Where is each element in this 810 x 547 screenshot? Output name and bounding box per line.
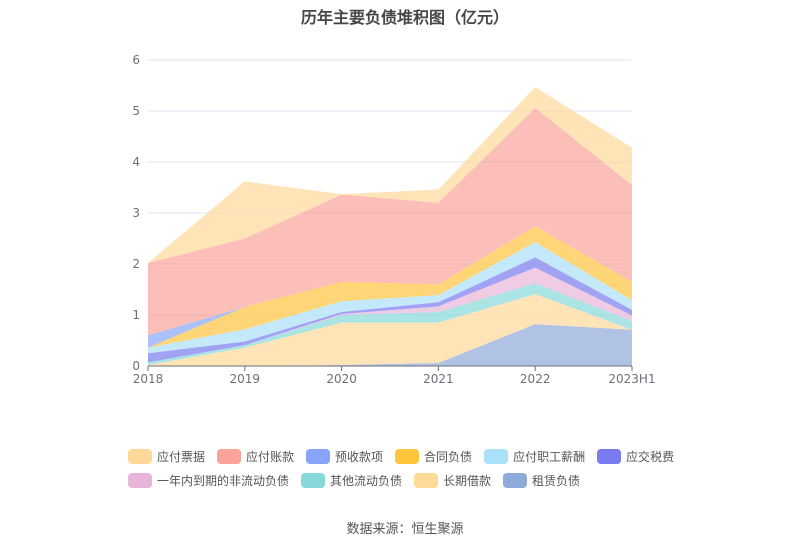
y-tick-label: 2 [132,257,140,271]
legend-label: 租赁负债 [532,473,581,488]
area-9 [148,107,632,336]
legend-item[interactable]: 一年内到期的非流动负债 [128,472,289,489]
x-tick-label: 2021 [423,372,454,386]
legend-swatch [503,472,528,488]
legend-label: 预收款项 [335,449,384,464]
legend-swatch [484,448,509,464]
y-tick-label: 1 [132,308,140,322]
y-tick-label: 4 [132,155,140,169]
y-tick-label: 5 [132,104,140,118]
legend-row: 一年内到期的非流动负债 其他流动负债 长期借款 租赁负债 [128,468,728,492]
legend-item[interactable]: 长期借款 [414,472,491,489]
legend-label: 应交税费 [626,449,675,464]
x-tick-label: 2020 [326,372,357,386]
legend-swatch [301,472,326,488]
x-tick-label: 2018 [133,372,164,386]
x-tick-label: 2019 [230,372,261,386]
legend-swatch [306,448,331,464]
legend-swatch [395,448,420,464]
area-10 [148,87,632,263]
legend-item[interactable]: 其他流动负债 [301,472,402,489]
legend-item[interactable]: 预收款项 [306,448,383,465]
legend: 应付票据 应付账款 预收款项 合同负债 应付职工薪酬 应交税费一年内到期的非流动负债 其他流… [128,444,728,492]
legend-swatch [128,448,152,464]
legend-swatch [414,472,439,488]
legend-swatch [128,472,152,488]
data-source: 数据来源：恒生聚源 [346,522,464,537]
legend-label: 一年内到期的非流动负债 [157,473,290,488]
legend-label: 应付账款 [246,449,295,464]
area-6 [148,242,632,354]
y-tick-label: 3 [132,206,140,220]
legend-item[interactable]: 应付账款 [217,448,294,465]
legend-item[interactable]: 应交税费 [597,448,674,465]
legend-label: 应付票据 [157,449,206,464]
area-5 [148,257,632,363]
legend-label: 合同负债 [424,449,473,464]
legend-item[interactable]: 租赁负债 [503,472,580,489]
y-tick-label: 6 [132,53,140,67]
y-tick-label: 0 [132,359,140,373]
legend-label: 其他流动负债 [330,473,403,488]
legend-swatch [217,448,242,464]
x-tick-label: 2023H1 [608,372,655,386]
area-2 [148,294,632,366]
legend-label: 长期借款 [443,473,492,488]
legend-item[interactable]: 合同负债 [395,448,472,465]
legend-item[interactable]: 应付票据 [128,448,205,465]
area-7 [148,226,632,348]
legend-item[interactable]: 应付职工薪酬 [484,448,585,465]
legend-row: 应付票据 应付账款 预收款项 合同负债 应付职工薪酬 应交税费 [128,444,728,468]
area-1 [148,324,632,366]
x-tick-label: 2022 [520,372,551,386]
chart-title: 历年主要负债堆积图（亿元） [300,8,509,27]
legend-swatch [597,448,622,464]
legend-label: 应付职工薪酬 [513,449,586,464]
